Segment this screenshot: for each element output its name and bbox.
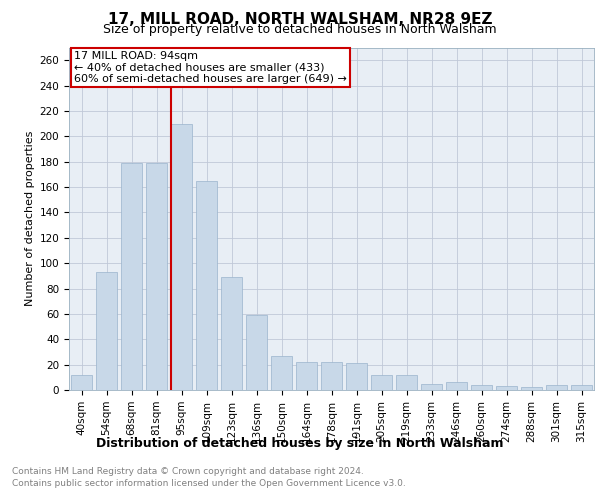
Bar: [296, 362, 317, 390]
Bar: [246, 315, 267, 390]
Bar: [371, 375, 392, 390]
Bar: [271, 356, 292, 390]
Bar: [521, 388, 542, 390]
Y-axis label: Number of detached properties: Number of detached properties: [25, 131, 35, 306]
Bar: [171, 124, 192, 390]
Bar: [396, 375, 417, 390]
Bar: [496, 386, 517, 390]
Text: 17, MILL ROAD, NORTH WALSHAM, NR28 9EZ: 17, MILL ROAD, NORTH WALSHAM, NR28 9EZ: [108, 12, 492, 28]
Bar: [446, 382, 467, 390]
Text: Size of property relative to detached houses in North Walsham: Size of property relative to detached ho…: [103, 22, 497, 36]
Bar: [71, 375, 92, 390]
Bar: [321, 362, 342, 390]
Bar: [546, 385, 567, 390]
Text: Distribution of detached houses by size in North Walsham: Distribution of detached houses by size …: [96, 438, 504, 450]
Bar: [221, 277, 242, 390]
Text: 17 MILL ROAD: 94sqm
← 40% of detached houses are smaller (433)
60% of semi-detac: 17 MILL ROAD: 94sqm ← 40% of detached ho…: [74, 51, 347, 84]
Bar: [346, 364, 367, 390]
Bar: [146, 163, 167, 390]
Bar: [471, 385, 492, 390]
Bar: [196, 180, 217, 390]
Bar: [96, 272, 117, 390]
Bar: [421, 384, 442, 390]
Bar: [571, 385, 592, 390]
Bar: [121, 163, 142, 390]
Text: Contains HM Land Registry data © Crown copyright and database right 2024.: Contains HM Land Registry data © Crown c…: [12, 468, 364, 476]
Text: Contains public sector information licensed under the Open Government Licence v3: Contains public sector information licen…: [12, 479, 406, 488]
